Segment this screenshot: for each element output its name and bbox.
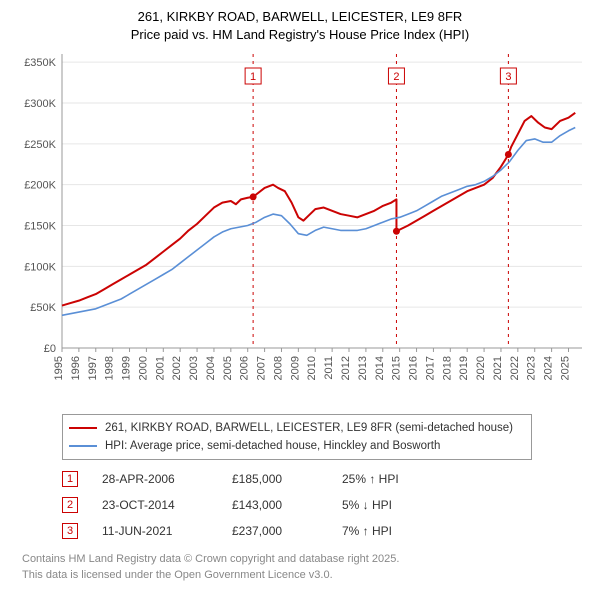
chart-area: £0 £50K £100K £150K £200K £250K £300K £350K 1995… xyxy=(10,48,590,408)
sale-pct: 5% ↓ HPI xyxy=(342,498,462,512)
legend-label: HPI: Average price, semi-detached house,… xyxy=(105,440,440,452)
svg-text:2016: 2016 xyxy=(408,356,420,380)
sale-pct: 7% ↑ HPI xyxy=(342,524,462,538)
sale-pct: 25% ↑ HPI xyxy=(342,472,462,486)
svg-text:2001: 2001 xyxy=(154,356,166,380)
svg-text:2002: 2002 xyxy=(171,356,183,380)
line-chart-svg: £0 £50K £100K £150K £200K £250K £300K £350K 1995… xyxy=(10,48,590,408)
svg-text:2010: 2010 xyxy=(306,356,318,380)
legend-swatch xyxy=(69,427,97,429)
svg-text:£250K: £250K xyxy=(24,139,56,151)
svg-text:2007: 2007 xyxy=(256,356,268,380)
footer-line: This data is licensed under the Open Gov… xyxy=(22,568,590,583)
sale-marker-badge: 3 xyxy=(62,523,78,539)
svg-text:2019: 2019 xyxy=(458,356,470,380)
svg-text:2025: 2025 xyxy=(559,356,571,380)
svg-text:2023: 2023 xyxy=(526,356,538,380)
svg-text:1997: 1997 xyxy=(87,356,99,380)
svg-text:2000: 2000 xyxy=(137,356,149,380)
sale-date: 11-JUN-2021 xyxy=(102,524,232,538)
sale-date: 23-OCT-2014 xyxy=(102,498,232,512)
svg-text:2017: 2017 xyxy=(424,356,436,380)
title-block: 261, KIRKBY ROAD, BARWELL, LEICESTER, LE… xyxy=(10,8,590,44)
svg-text:2005: 2005 xyxy=(222,356,234,380)
sale-row: 1 28-APR-2006 £185,000 25% ↑ HPI xyxy=(62,466,590,492)
legend-swatch xyxy=(69,445,97,447)
footer-attribution: Contains HM Land Registry data © Crown c… xyxy=(22,552,590,589)
chart-container: 261, KIRKBY ROAD, BARWELL, LEICESTER, LE… xyxy=(0,0,600,599)
svg-text:1998: 1998 xyxy=(104,356,116,380)
svg-text:2022: 2022 xyxy=(509,356,521,380)
sale-date: 28-APR-2006 xyxy=(102,472,232,486)
svg-text:2: 2 xyxy=(393,71,399,83)
svg-text:2024: 2024 xyxy=(543,356,555,380)
legend-label: 261, KIRKBY ROAD, BARWELL, LEICESTER, LE… xyxy=(105,422,513,434)
svg-text:2015: 2015 xyxy=(391,356,403,380)
sale-price: £237,000 xyxy=(232,524,342,538)
svg-text:2021: 2021 xyxy=(492,356,504,380)
svg-text:1999: 1999 xyxy=(121,356,133,380)
svg-text:£50K: £50K xyxy=(30,303,56,315)
sale-row: 2 23-OCT-2014 £143,000 5% ↓ HPI xyxy=(62,492,590,518)
svg-text:2013: 2013 xyxy=(357,356,369,380)
svg-text:2009: 2009 xyxy=(289,356,301,380)
svg-text:2018: 2018 xyxy=(441,356,453,380)
svg-text:1: 1 xyxy=(250,71,256,83)
sale-price: £143,000 xyxy=(232,498,342,512)
legend: 261, KIRKBY ROAD, BARWELL, LEICESTER, LE… xyxy=(62,414,532,460)
sale-marker-badge: 1 xyxy=(62,471,78,487)
sales-table: 1 28-APR-2006 £185,000 25% ↑ HPI 2 23-OC… xyxy=(62,466,590,544)
svg-text:£100K: £100K xyxy=(24,262,56,274)
legend-item: 261, KIRKBY ROAD, BARWELL, LEICESTER, LE… xyxy=(69,419,525,437)
sale-row: 3 11-JUN-2021 £237,000 7% ↑ HPI xyxy=(62,518,590,544)
svg-text:1996: 1996 xyxy=(70,356,82,380)
svg-text:2006: 2006 xyxy=(239,356,251,380)
svg-text:£300K: £300K xyxy=(24,98,56,110)
svg-text:£200K: £200K xyxy=(24,180,56,192)
svg-text:£150K: £150K xyxy=(24,221,56,233)
svg-text:£350K: £350K xyxy=(24,58,56,70)
title-address: 261, KIRKBY ROAD, BARWELL, LEICESTER, LE… xyxy=(10,8,590,26)
svg-text:1995: 1995 xyxy=(53,356,65,380)
svg-text:£0: £0 xyxy=(44,343,56,355)
svg-text:2011: 2011 xyxy=(323,356,335,380)
svg-text:2012: 2012 xyxy=(340,356,352,380)
svg-text:2004: 2004 xyxy=(205,356,217,380)
svg-text:2008: 2008 xyxy=(272,356,284,380)
svg-text:2020: 2020 xyxy=(475,356,487,380)
svg-text:2014: 2014 xyxy=(374,356,386,380)
svg-text:2003: 2003 xyxy=(188,356,200,380)
legend-item: HPI: Average price, semi-detached house,… xyxy=(69,437,525,455)
footer-line: Contains HM Land Registry data © Crown c… xyxy=(22,552,590,567)
svg-text:3: 3 xyxy=(505,71,511,83)
sale-marker-badge: 2 xyxy=(62,497,78,513)
sale-price: £185,000 xyxy=(232,472,342,486)
title-subtitle: Price paid vs. HM Land Registry's House … xyxy=(10,26,590,44)
